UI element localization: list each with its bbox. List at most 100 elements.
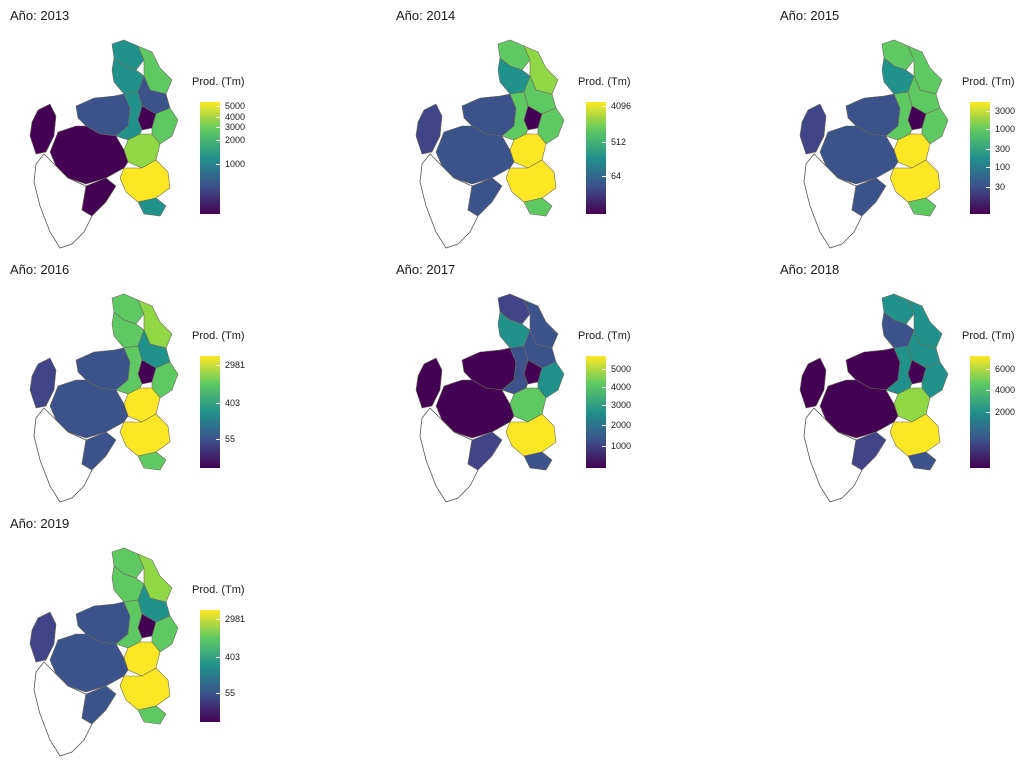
map-panel-2018: Año: 2018 Prod. (Tm) 6000 4000 2000	[780, 262, 1034, 512]
coastline-outline	[419, 153, 479, 249]
choropleth-map	[29, 39, 179, 249]
color-scale-bar	[586, 102, 606, 214]
map-region-center-core	[907, 105, 927, 131]
color-scale-bar	[586, 356, 606, 468]
legend-title: Prod. (Tm)	[578, 76, 631, 88]
map-region-south-tip	[523, 451, 553, 471]
panel-title: Año: 2013	[10, 8, 70, 23]
legend-tick-label: 4000	[985, 384, 1016, 395]
legend-tick-label: 5000	[215, 101, 246, 112]
map-region-center-core	[137, 613, 157, 639]
legend-tick-label: 403	[215, 398, 241, 409]
panel-title: Año: 2019	[10, 516, 70, 531]
map-region-east	[151, 107, 179, 145]
color-scale-bar	[200, 610, 220, 722]
map-region-southwest-strip	[851, 177, 887, 217]
map-region-southwest-strip	[81, 177, 117, 217]
legend-tick-label: 2981	[215, 359, 246, 370]
map-region-south-tip	[907, 197, 937, 217]
map-region-west-island	[29, 357, 57, 409]
map-region-east	[921, 361, 949, 399]
legend-tick-label: 4096	[601, 101, 632, 112]
legend: Prod. (Tm) 5000 4000 3000 2000 1000	[192, 76, 292, 216]
map-region-west-coast	[49, 379, 129, 439]
color-scale-bar	[970, 356, 990, 468]
map-region-south-tip	[523, 197, 553, 217]
map-region-southwest-strip	[467, 431, 503, 471]
color-scale-bar	[970, 102, 990, 214]
map-region-south-big	[889, 159, 941, 203]
legend-tick-label: 2981	[215, 613, 246, 624]
legend-tick-label: 2000	[601, 420, 632, 431]
map-region-west-coast	[819, 125, 899, 185]
map-panel-2017: Año: 2017 Prod. (Tm) 5000 4000 3000 2000 100…	[396, 262, 736, 512]
legend-tick-label: 55	[215, 433, 236, 444]
choropleth-map	[415, 293, 565, 503]
coastline-outline	[803, 407, 863, 503]
panel-title: Año: 2018	[780, 262, 840, 277]
map-region-west-island	[799, 103, 827, 155]
legend-tick-label: 5000	[601, 364, 632, 375]
legend-title: Prod. (Tm)	[192, 330, 245, 342]
map-panel-2013: Año: 2013 Prod. (Tm) 5000 4000 3000 2000 100…	[10, 8, 350, 258]
map-region-southwest-strip	[81, 431, 117, 471]
legend-title: Prod. (Tm)	[962, 76, 1015, 88]
legend-tick-label: 1000	[601, 440, 632, 451]
legend-tick-label: 1000	[985, 123, 1016, 134]
map-region-south-tip	[907, 451, 937, 471]
choropleth-map	[799, 39, 949, 249]
coastline-outline	[33, 661, 93, 757]
map-region-south-big	[505, 413, 557, 457]
legend: Prod. (Tm) 2981 403 55	[192, 330, 292, 470]
legend-tick-label: 55	[215, 687, 236, 698]
map-region-east	[151, 615, 179, 653]
map-region-east	[537, 361, 565, 399]
legend: Prod. (Tm) 2981 403 55	[192, 584, 292, 724]
map-region-south-big	[119, 667, 171, 711]
map-region-south-big	[505, 159, 557, 203]
map-region-south-big	[119, 413, 171, 457]
legend-tick-label: 2000	[985, 407, 1016, 417]
map-region-west-island	[415, 357, 443, 409]
map-region-south-big	[119, 159, 171, 203]
map-panel-2019: Año: 2019 Prod. (Tm) 2981 403 55	[10, 516, 350, 766]
coastline-outline	[803, 153, 863, 249]
legend-title: Prod. (Tm)	[192, 584, 245, 596]
legend-tick-label: 1000	[215, 158, 246, 169]
map-region-west-coast	[435, 125, 515, 185]
legend-tick-label: 300	[985, 144, 1011, 155]
legend: Prod. (Tm) 5000 4000 3000 2000 1000	[578, 330, 678, 470]
map-region-center-core	[523, 359, 543, 385]
map-region-south-tip	[137, 451, 167, 471]
map-region-center-core	[907, 359, 927, 385]
map-region-west-coast	[435, 379, 515, 439]
map-panel-2016: Año: 2016 Prod. (Tm) 2981 403 55	[10, 262, 350, 512]
map-region-south-big	[889, 413, 941, 457]
map-region-center-core	[523, 105, 543, 131]
choropleth-map	[415, 39, 565, 249]
map-region-west-coast	[49, 125, 129, 185]
panel-title: Año: 2015	[780, 8, 840, 23]
legend-title: Prod. (Tm)	[962, 330, 1015, 342]
choropleth-map	[29, 547, 179, 757]
map-region-center-core	[137, 359, 157, 385]
map-region-east	[151, 361, 179, 399]
legend: Prod. (Tm) 3000 1000 300 100 30	[962, 76, 1034, 216]
map-region-west-coast	[49, 633, 129, 693]
panel-title: Año: 2016	[10, 262, 70, 277]
legend-tick-label: 3000	[215, 121, 246, 132]
map-panel-2014: Año: 2014 Prod. (Tm) 4096 512 64	[396, 8, 736, 258]
legend-tick-label: 512	[601, 137, 627, 148]
map-region-center-core	[137, 105, 157, 131]
legend-tick-label: 403	[215, 652, 241, 663]
map-region-south-tip	[137, 705, 167, 725]
map-region-west-island	[29, 103, 57, 155]
choropleth-map	[799, 293, 949, 503]
map-panel-2015: Año: 2015 Prod. (Tm) 3000 1000 300 100 30	[780, 8, 1034, 258]
legend-tick-label: 30	[985, 182, 1006, 193]
choropleth-map	[29, 293, 179, 503]
legend-tick-label: 4000	[215, 111, 246, 122]
map-region-west-island	[799, 357, 827, 409]
map-region-east	[921, 107, 949, 145]
coastline-outline	[33, 153, 93, 249]
